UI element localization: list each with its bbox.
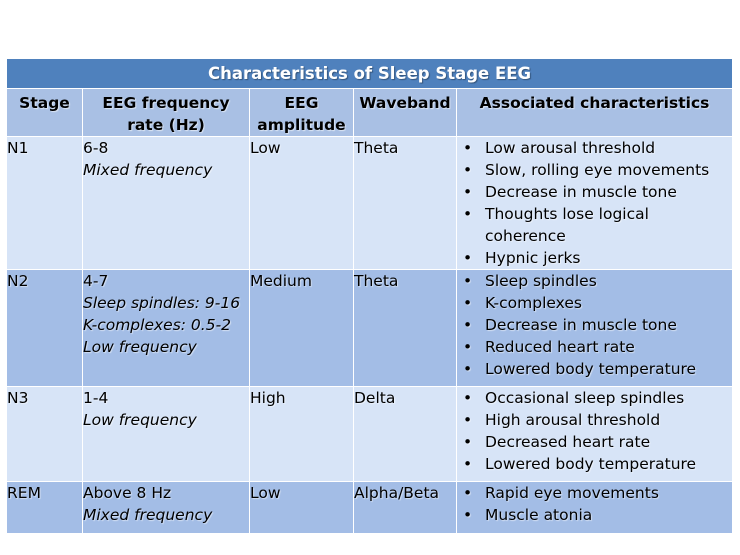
characteristics-cell: Low arousal threshold Slow, rolling eye …	[455, 136, 734, 270]
header-frequency: EEG frequency rate (Hz)	[82, 88, 250, 137]
header-row: Stage EEG frequency rate (Hz) EEG amplit…	[6, 88, 734, 137]
table-row: REM Above 8 Hz Mixed frequency Low Alpha…	[6, 481, 734, 534]
frequency-cell: 6-8 Mixed frequency	[82, 136, 250, 270]
characteristic-item: Decrease in muscle tone	[457, 181, 732, 203]
amplitude-cell: Low	[249, 481, 354, 534]
header-stage: Stage	[6, 88, 83, 137]
characteristic-item: Decrease in muscle tone	[457, 314, 732, 336]
stage-cell: N1	[6, 136, 83, 270]
characteristics-cell: Occasional sleep spindles High arousal t…	[455, 386, 734, 482]
frequency-note: Low frequency	[83, 411, 197, 429]
sleep-stage-table: Characteristics of Sleep Stage EEG Stage…	[5, 58, 734, 534]
frequency-cell: 1-4 Low frequency	[82, 386, 250, 482]
characteristic-item: K-complexes	[457, 292, 732, 314]
table-row: N3 1-4 Low frequency High Delta Occasion…	[6, 386, 734, 482]
characteristic-item: Thoughts lose logical coherence	[457, 203, 732, 247]
characteristic-item: Sleep spindles	[457, 270, 732, 292]
waveband-cell: Theta	[353, 136, 457, 270]
characteristic-item: Hypnic jerks	[457, 247, 732, 269]
stage-cell: REM	[6, 481, 83, 534]
stage-cell: N3	[6, 386, 83, 482]
frequency-note: Low frequency	[83, 338, 197, 356]
characteristic-item: Reduced heart rate	[457, 336, 732, 358]
characteristic-item: Rapid eye movements	[457, 482, 732, 504]
characteristic-item: Muscle atonia	[457, 504, 732, 526]
characteristic-item: Slow, rolling eye movements	[457, 159, 732, 181]
characteristic-item: Decreased heart rate	[457, 431, 732, 453]
waveband-cell: Delta	[353, 386, 457, 482]
characteristics-cell: Sleep spindles K-complexes Decrease in m…	[455, 269, 734, 387]
header-characteristics: Associated characteristics	[455, 88, 734, 137]
amplitude-cell: Medium	[249, 269, 354, 387]
characteristic-item: High arousal threshold	[457, 409, 732, 431]
frequency-value: 6-8	[83, 139, 109, 157]
characteristic-item: Lowered body temperature	[457, 453, 732, 475]
frequency-cell: Above 8 Hz Mixed frequency	[82, 481, 250, 534]
frequency-value: 1-4	[83, 389, 109, 407]
frequency-note: K-complexes: 0.5-2	[83, 316, 232, 334]
frequency-note: Mixed frequency	[83, 161, 213, 179]
frequency-value: 4-7	[83, 272, 109, 290]
header-amplitude: EEG amplitude	[249, 88, 354, 137]
table-title: Characteristics of Sleep Stage EEG	[5, 58, 734, 89]
amplitude-cell: High	[249, 386, 354, 482]
table-row: N1 6-8 Mixed frequency Low Theta Low aro…	[6, 136, 734, 270]
characteristic-item: Occasional sleep spindles	[457, 387, 732, 409]
stage-cell: N2	[6, 269, 83, 387]
waveband-cell: Alpha/Beta	[353, 481, 457, 534]
waveband-cell: Theta	[353, 269, 457, 387]
characteristic-item: Lowered body temperature	[457, 358, 732, 380]
header-waveband: Waveband	[353, 88, 457, 137]
characteristics-cell: Rapid eye movements Muscle atonia	[455, 481, 734, 534]
frequency-note: Mixed frequency	[83, 506, 213, 524]
characteristic-item: Low arousal threshold	[457, 137, 732, 159]
amplitude-cell: Low	[249, 136, 354, 270]
frequency-cell: 4-7 Sleep spindles: 9-16 K-complexes: 0.…	[82, 269, 250, 387]
frequency-note: Sleep spindles: 9-16	[83, 294, 241, 312]
frequency-value: Above 8 Hz	[83, 484, 172, 502]
table-row: N2 4-7 Sleep spindles: 9-16 K-complexes:…	[6, 269, 734, 387]
